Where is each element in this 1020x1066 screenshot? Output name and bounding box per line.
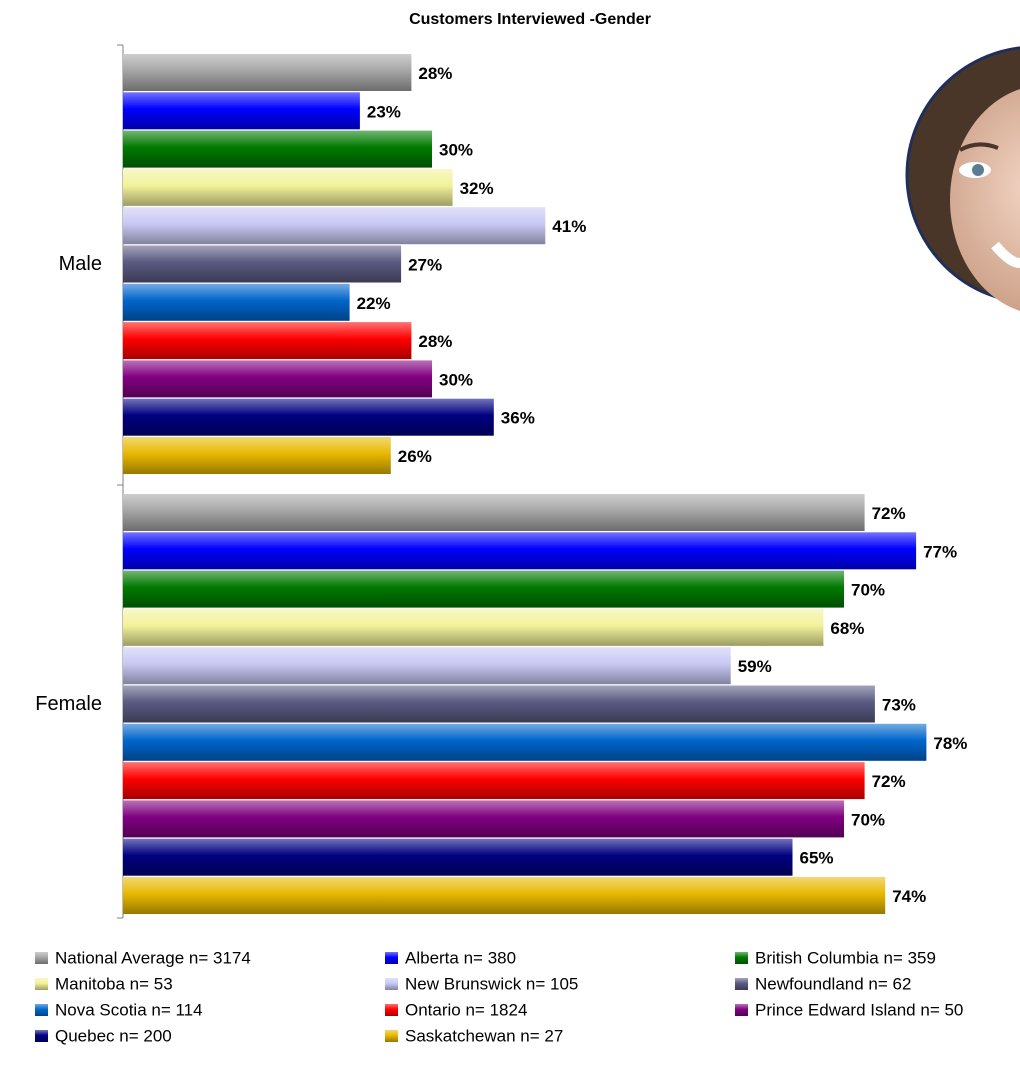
value-label: 28% [418,332,452,351]
legend-swatch [35,978,48,990]
value-label: 23% [367,102,401,121]
legend-swatch [35,1030,48,1042]
value-label: 59% [738,657,772,676]
value-label: 28% [418,64,452,83]
value-label: 72% [872,772,906,791]
value-label: 30% [439,141,473,160]
bar [123,877,886,914]
value-label: 30% [439,370,473,389]
bar [123,437,391,474]
legend-label: British Columbia n= 359 [755,948,936,967]
value-label: 27% [408,255,442,274]
legend-swatch [735,952,748,964]
bar [123,130,432,168]
category-label: Female [35,693,102,715]
photo-brow [959,142,999,152]
bar [123,647,731,685]
legend-swatch [385,978,398,990]
value-label: 41% [552,217,586,236]
bar [123,685,875,723]
legend-label: New Brunswick n= 105 [405,974,578,993]
bar [123,800,844,838]
bar [123,723,927,761]
bar [123,92,360,130]
legend-label: Saskatchewan n= 27 [405,1026,563,1045]
legend-label: Quebec n= 200 [55,1026,172,1045]
value-label: 22% [357,294,391,313]
legend-swatch [735,1004,748,1016]
legend-swatch [35,1004,48,1016]
value-label: 70% [851,581,885,600]
value-label: 77% [923,542,957,561]
legend-label: Newfoundland n= 62 [755,974,911,993]
legend-swatch [385,1004,398,1016]
bar [123,838,793,876]
bar [123,207,546,245]
bar [123,570,844,608]
bar [123,398,494,436]
legend-label: Nova Scotia n= 114 [55,1000,203,1019]
legend-label: Alberta n= 380 [405,948,516,967]
bar [123,245,402,283]
value-label: 72% [872,504,906,523]
bar [123,762,865,800]
legend-swatch [385,952,398,964]
value-label: 68% [830,619,864,638]
value-label: 74% [892,887,926,906]
value-label: 65% [800,849,834,868]
bar [123,360,432,398]
legend-swatch [735,978,748,990]
bar [123,532,917,570]
value-label: 26% [398,447,432,466]
value-label: 73% [882,695,916,714]
legend-label: Manitoba n= 53 [55,974,173,993]
chart-title: Customers Interviewed -Gender [409,11,651,28]
bar [123,322,412,360]
photo [905,46,1020,311]
legend-swatch [35,952,48,964]
bar [123,168,453,206]
value-label: 70% [851,810,885,829]
photo-smile [991,241,1020,268]
bar [123,494,865,531]
category-label: Male [59,253,102,275]
bar [123,283,350,321]
bar [123,54,412,91]
legend-label: National Average n= 3174 [55,948,251,967]
photo-iris [972,164,984,176]
bar [123,608,824,646]
legend-label: Ontario n= 1824 [405,1000,527,1019]
legend-label: Prince Edward Island n= 50 [755,1000,963,1019]
value-label: 78% [933,734,967,753]
legend-swatch [385,1030,398,1042]
value-label: 32% [460,179,494,198]
value-label: 36% [501,409,535,428]
